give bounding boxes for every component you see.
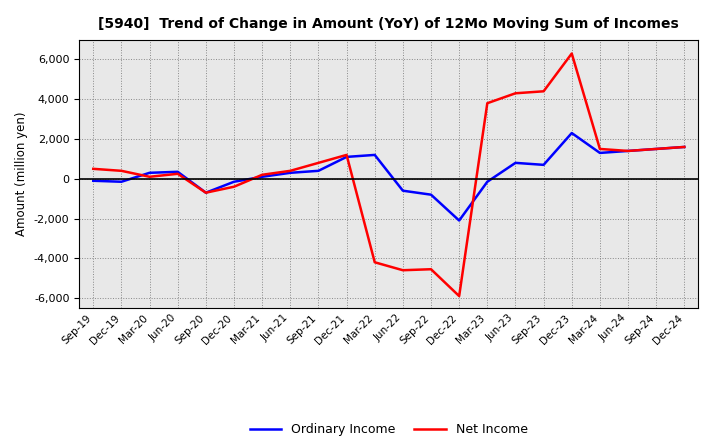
Ordinary Income [652,147,660,152]
Net Income [624,148,632,154]
Net Income [286,168,294,173]
Net Income [145,174,154,180]
Ordinary Income [258,174,266,180]
Ordinary Income [117,179,126,184]
Line: Ordinary Income: Ordinary Income [94,133,684,220]
Ordinary Income [286,170,294,176]
Net Income [680,144,688,150]
Ordinary Income [427,192,436,197]
Net Income [483,101,492,106]
Net Income [89,166,98,172]
Ordinary Income [567,130,576,136]
Ordinary Income [455,218,464,223]
Net Income [567,51,576,56]
Ordinary Income [370,152,379,158]
Ordinary Income [314,168,323,173]
Net Income [342,152,351,158]
Net Income [174,171,182,176]
Net Income [427,267,436,272]
Ordinary Income [511,160,520,165]
Net Income [117,168,126,173]
Net Income [539,88,548,94]
Net Income [230,184,238,189]
Title: [5940]  Trend of Change in Amount (YoY) of 12Mo Moving Sum of Incomes: [5940] Trend of Change in Amount (YoY) o… [99,18,679,32]
Net Income [652,147,660,152]
Ordinary Income [399,188,408,193]
Net Income [595,147,604,152]
Ordinary Income [483,179,492,184]
Ordinary Income [595,150,604,156]
Ordinary Income [145,170,154,176]
Net Income [314,160,323,165]
Ordinary Income [89,178,98,183]
Ordinary Income [680,144,688,150]
Ordinary Income [230,179,238,184]
Ordinary Income [539,162,548,168]
Net Income [370,260,379,265]
Y-axis label: Amount (million yen): Amount (million yen) [15,112,28,236]
Ordinary Income [202,190,210,195]
Net Income [455,293,464,299]
Net Income [399,268,408,273]
Net Income [511,91,520,96]
Legend: Ordinary Income, Net Income: Ordinary Income, Net Income [245,418,533,440]
Line: Net Income: Net Income [94,54,684,296]
Ordinary Income [174,169,182,174]
Ordinary Income [624,148,632,154]
Net Income [258,172,266,177]
Net Income [202,190,210,195]
Ordinary Income [342,154,351,160]
